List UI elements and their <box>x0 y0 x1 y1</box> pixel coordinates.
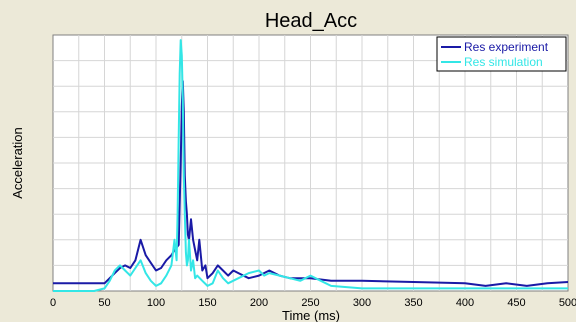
grid <box>53 35 568 291</box>
x-tick-label: 200 <box>250 297 268 309</box>
series-line-res-experiment <box>53 80 569 287</box>
x-tick-label: 0 <box>50 297 56 309</box>
x-tick-label: 300 <box>353 297 371 309</box>
x-tick-label: 150 <box>198 297 216 309</box>
chart-title: Head_Acc <box>265 10 357 32</box>
x-axis-label: Time (ms) <box>282 308 340 322</box>
legend-label-res-simulation: Res simulation <box>464 55 543 69</box>
x-tick-label: 50 <box>98 297 110 309</box>
x-tick-label: 500 <box>559 297 576 309</box>
legend-label-res-experiment: Res experiment <box>464 40 549 54</box>
x-tick-label: 400 <box>456 297 474 309</box>
legend-box <box>436 36 567 72</box>
x-tick-label: 250 <box>301 297 319 309</box>
x-tick-label: 100 <box>147 297 165 309</box>
series-group <box>53 39 569 292</box>
x-tick-labels: 0 50 100 150 200 250 300 350 400 450 500 <box>50 297 576 309</box>
series-line-res-simulation <box>53 39 568 292</box>
y-axis-label: Acceleration <box>10 127 25 199</box>
x-tick-label: 350 <box>404 297 422 309</box>
x-tick-label: 450 <box>507 297 525 309</box>
